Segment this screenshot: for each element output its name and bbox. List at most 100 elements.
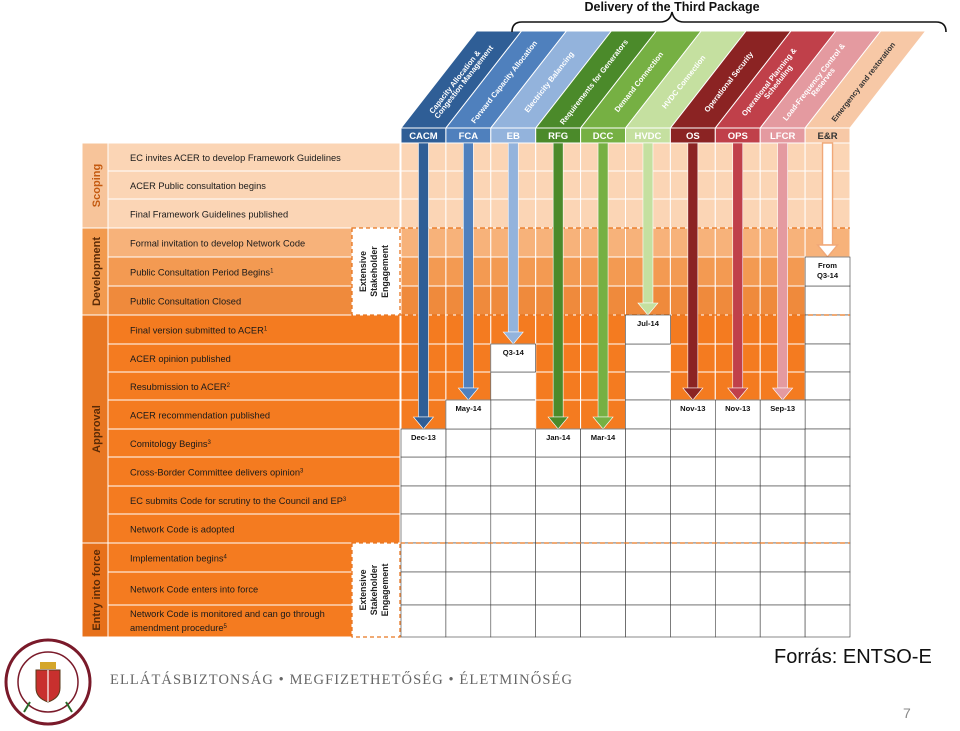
step-row bbox=[107, 371, 401, 401]
grid-cell bbox=[804, 456, 851, 487]
stakeholder-label: Extensive bbox=[358, 569, 368, 610]
grid-cell bbox=[804, 571, 851, 606]
step-label: ACER recommendation published bbox=[130, 411, 270, 421]
grid-cell bbox=[804, 399, 851, 430]
column-arrow-shaft bbox=[821, 142, 834, 246]
grid-cell bbox=[400, 542, 447, 573]
step-label: Final Framework Guidelines published bbox=[130, 210, 288, 220]
grid-cell bbox=[804, 343, 851, 373]
column-arrow-head bbox=[637, 302, 659, 316]
step-row bbox=[107, 604, 353, 638]
source-credit: Forrás: ENTSO-E bbox=[774, 646, 932, 668]
grid-cell bbox=[535, 485, 581, 515]
grid-cell bbox=[804, 513, 851, 544]
stakeholder-label: Stakeholder bbox=[369, 246, 379, 297]
grid-cell bbox=[804, 428, 851, 458]
footer-motto: ELLÁTÁSBIZTONSÁG • MEGFIZETHETŐSÉG • ÉLE… bbox=[110, 672, 574, 688]
grid-cell bbox=[759, 485, 806, 515]
date-label: Sep-13 bbox=[770, 404, 795, 413]
grid-cell bbox=[535, 604, 581, 638]
grid-cell bbox=[445, 485, 492, 515]
column-arrow-shaft bbox=[687, 142, 699, 389]
date-cell bbox=[535, 428, 581, 458]
step-row bbox=[107, 142, 401, 172]
grid-cell bbox=[580, 485, 626, 515]
date-label: Jul-14 bbox=[637, 319, 660, 328]
grid-cell bbox=[804, 285, 851, 316]
grid-cell bbox=[580, 456, 626, 487]
grid-cell bbox=[625, 604, 671, 638]
step-row bbox=[107, 198, 401, 229]
date-cell bbox=[714, 399, 761, 430]
grid-cell bbox=[445, 456, 492, 487]
column-code: HVDC bbox=[634, 131, 661, 142]
date-label: From bbox=[818, 261, 837, 270]
step-label: Network Code is monitored and can go thr… bbox=[130, 609, 325, 619]
grid-cell bbox=[759, 456, 806, 487]
grid-cell bbox=[535, 571, 581, 606]
date-label: Nov-13 bbox=[725, 404, 750, 413]
grid-cell bbox=[625, 456, 671, 487]
grid-cell bbox=[714, 456, 761, 487]
column-code: RFG bbox=[548, 131, 568, 142]
column-arrow-shaft bbox=[777, 142, 788, 389]
page-number: 7 bbox=[903, 705, 911, 721]
grid-cell bbox=[490, 485, 536, 515]
date-cell bbox=[670, 399, 716, 430]
grid-cell bbox=[625, 542, 671, 573]
column-arrow-head bbox=[772, 387, 794, 401]
grid-cell bbox=[580, 604, 626, 638]
grid-cell bbox=[804, 371, 851, 401]
step-row bbox=[107, 227, 353, 258]
grid-cell bbox=[445, 571, 492, 606]
column-arrow-head bbox=[547, 416, 569, 430]
column-arrow-shaft bbox=[463, 142, 474, 389]
stakeholder-label: Engagement bbox=[380, 564, 390, 617]
grid-cell bbox=[580, 513, 626, 544]
network-code-process-diagram: Scoping Development Approval Entry into for… bbox=[81, 0, 947, 638]
grid-cell bbox=[400, 604, 447, 638]
date-cell bbox=[625, 314, 671, 345]
date-label: Nov-13 bbox=[680, 404, 705, 413]
grid-cell bbox=[759, 513, 806, 544]
phase-block bbox=[81, 227, 109, 316]
grid-cell bbox=[490, 399, 536, 430]
step-row bbox=[107, 571, 353, 606]
column-arrow-shaft bbox=[597, 142, 609, 418]
step-row bbox=[107, 399, 401, 430]
date-label: Q3-14 bbox=[503, 348, 525, 357]
date-label: Mar-14 bbox=[591, 433, 616, 442]
grid-cell bbox=[625, 485, 671, 515]
grid-cell bbox=[804, 485, 851, 515]
step-label: Final version submitted to ACER1 bbox=[130, 326, 268, 336]
stakeholder-box bbox=[351, 542, 401, 638]
grid-cell bbox=[445, 513, 492, 544]
phase-block bbox=[81, 314, 109, 544]
column-code: EB bbox=[507, 131, 520, 142]
grid-cell bbox=[445, 604, 492, 638]
grid-cell bbox=[400, 485, 447, 515]
grid-cell bbox=[490, 542, 536, 573]
phase-label: Approval bbox=[91, 405, 103, 453]
column-code: OPS bbox=[728, 131, 748, 142]
phase-label: Development bbox=[91, 237, 103, 306]
stakeholder-label: Extensive bbox=[358, 251, 368, 292]
column-arrow-head bbox=[502, 331, 524, 345]
stakeholder-label: Stakeholder bbox=[369, 564, 379, 615]
step-label: Comitology Begins3 bbox=[130, 439, 212, 449]
grid-cell bbox=[490, 513, 536, 544]
step-row bbox=[107, 285, 353, 316]
grid-cell bbox=[625, 399, 671, 430]
date-label: Dec-13 bbox=[411, 433, 436, 442]
package-brace bbox=[511, 11, 947, 33]
grid-cell bbox=[625, 428, 671, 458]
grid-cell bbox=[714, 428, 761, 458]
date-label: May-14 bbox=[455, 404, 482, 413]
grid-cell bbox=[714, 513, 761, 544]
grid-cell bbox=[445, 542, 492, 573]
column-code: OS bbox=[686, 131, 700, 142]
step-label: EC submits Code for scrutiny to the Coun… bbox=[130, 496, 347, 506]
column-arrow-head bbox=[457, 387, 479, 401]
grid-cell bbox=[714, 604, 761, 638]
